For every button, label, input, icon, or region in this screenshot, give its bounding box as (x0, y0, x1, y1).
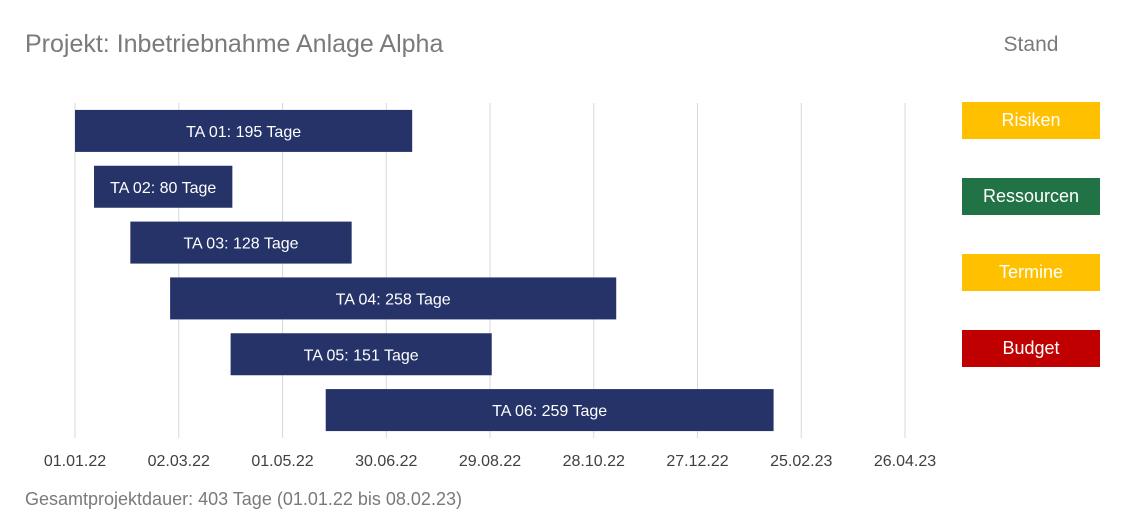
x-tick-label: 01.01.22 (44, 453, 106, 470)
gantt-bar: TA 02: 80 Tage (94, 165, 233, 208)
status-termine: Termine (962, 254, 1100, 291)
bar-label: TA 01: 195 Tage (186, 124, 301, 141)
gantt-chart: 01.01.22 02.03.22 01.05.22 30.06.22 29.08.22… (44, 103, 936, 470)
status-title: Stand (1003, 33, 1059, 56)
x-tick-label: 25.02.23 (770, 453, 832, 470)
bar-rect (230, 333, 492, 376)
gantt-bar: TA 03: 128 Tage (130, 221, 352, 264)
bar-label: TA 02: 80 Tage (110, 180, 216, 197)
status-risiken: Risiken (962, 102, 1100, 139)
status-ressourcen: Ressourcen (962, 178, 1100, 215)
chart-title: Projekt: Inbetriebnahme Anlage Alpha (25, 30, 444, 58)
status-label: Termine (998, 262, 1064, 282)
x-tick-label: 27.12.22 (666, 453, 728, 470)
bar-rect (94, 165, 233, 208)
gantt-bar: TA 01: 195 Tage (75, 109, 413, 152)
bar-rect (170, 277, 617, 320)
status-label: Budget (1002, 338, 1060, 358)
bar-label: TA 04: 258 Tage (336, 291, 451, 308)
x-tick-label: 01.05.22 (251, 453, 313, 470)
bar-rect (325, 389, 774, 432)
project-duration-note: Gesamtprojektdauer: 403 Tage (01.01.22 b… (25, 489, 462, 509)
bar-label: TA 03: 128 Tage (183, 236, 298, 253)
x-tick-label: 29.08.22 (459, 453, 521, 470)
status-label: Ressourcen (982, 186, 1080, 206)
gantt-bar: TA 04: 258 Tage (170, 277, 617, 320)
bar-rect (75, 109, 413, 152)
bar-label: TA 05: 151 Tage (304, 347, 419, 364)
status-budget: Budget (962, 330, 1100, 367)
x-tick-label: 30.06.22 (355, 453, 417, 470)
bar-label: TA 06: 259 Tage (492, 403, 607, 420)
x-tick-label: 28.10.22 (563, 453, 625, 470)
gantt-bar: TA 05: 151 Tage (230, 333, 492, 376)
x-tick-label: 26.04.23 (874, 453, 936, 470)
gantt-bar: TA 06: 259 Tage (325, 389, 774, 432)
bar-rect (130, 221, 352, 264)
x-tick-label: 02.03.22 (148, 453, 210, 470)
status-label: Risiken (1001, 110, 1061, 130)
